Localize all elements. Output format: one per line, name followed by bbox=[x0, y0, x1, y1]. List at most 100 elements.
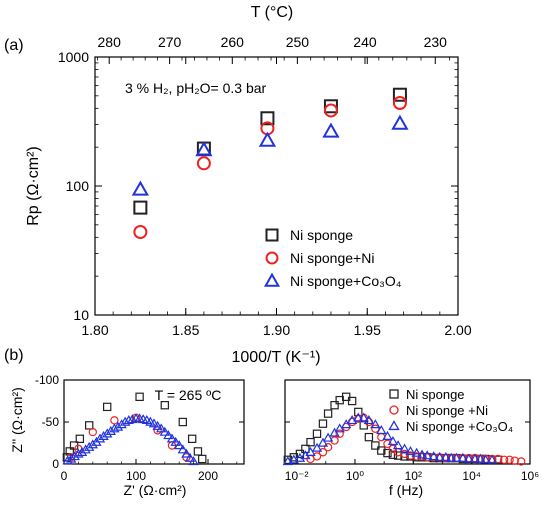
triangle-marker bbox=[152, 420, 163, 430]
triangle-marker bbox=[463, 453, 474, 463]
triangle-marker bbox=[148, 418, 160, 428]
triangle-marker bbox=[392, 440, 404, 450]
square-marker bbox=[364, 432, 374, 442]
temperature-annotation: T = 265 ºC bbox=[155, 387, 222, 403]
x-tick-label: 1.85 bbox=[172, 322, 199, 338]
triangle-marker bbox=[382, 430, 393, 440]
triangle-marker bbox=[94, 433, 106, 443]
square-marker bbox=[75, 434, 85, 444]
square-marker bbox=[400, 452, 409, 461]
square-marker bbox=[377, 446, 386, 455]
y-tick-label: -100 bbox=[35, 373, 59, 387]
triangle-marker bbox=[120, 416, 131, 426]
triangle-marker bbox=[131, 180, 149, 196]
triangle-marker bbox=[127, 414, 138, 424]
triangle-marker bbox=[156, 423, 167, 433]
square-marker bbox=[323, 409, 333, 418]
y-axis-ticks: 10 100 1000 bbox=[58, 49, 458, 323]
square-marker bbox=[65, 447, 74, 456]
triangle-marker bbox=[434, 451, 445, 461]
x-axis-ticks: 1.80 1.85 1.90 1.95 2.00 bbox=[81, 57, 472, 338]
triangle-marker bbox=[159, 426, 170, 436]
square-marker bbox=[389, 389, 399, 399]
legend-label: Ni sponge+Co₃O₄ bbox=[290, 273, 402, 289]
legend-a: Ni sponge Ni sponge+Ni Ni sponge+Co₃O₄ bbox=[263, 227, 402, 289]
y-axis-label-a: Rp (Ω·cm²) bbox=[25, 146, 42, 226]
triangle-marker bbox=[370, 419, 381, 429]
triangle-marker bbox=[428, 451, 439, 461]
triangle-marker bbox=[322, 122, 340, 138]
triangle-marker bbox=[102, 428, 113, 438]
circle-marker bbox=[505, 455, 514, 464]
square-marker bbox=[133, 200, 148, 215]
legend-label: Ni sponge bbox=[406, 387, 465, 402]
square-marker bbox=[318, 419, 328, 428]
x-tick-label: 10⁶ bbox=[521, 469, 539, 483]
y-tick-label: 0 bbox=[52, 457, 59, 471]
triangle-marker bbox=[166, 433, 178, 443]
triangle-marker bbox=[416, 449, 428, 459]
x-axis-label-a: 1000/T (K⁻¹) bbox=[231, 349, 320, 366]
data-series-b-right bbox=[282, 392, 526, 466]
axis-ticks-b-right: 10⁻² 10⁰ 10² 10⁴ 10⁶ bbox=[285, 379, 539, 483]
square-marker bbox=[178, 417, 187, 427]
circle-marker bbox=[510, 456, 519, 465]
square-marker bbox=[371, 441, 380, 450]
triangle-marker bbox=[195, 141, 213, 157]
x-tick-label: 1.90 bbox=[263, 322, 290, 338]
top-axis-label: T (°C) bbox=[251, 4, 294, 21]
circle-marker bbox=[354, 414, 363, 423]
square-marker bbox=[330, 401, 339, 410]
top-tick-label: 240 bbox=[353, 34, 377, 50]
triangle-marker bbox=[282, 456, 294, 466]
circle-marker bbox=[110, 416, 119, 425]
circle-marker bbox=[312, 452, 322, 461]
triangle-marker bbox=[363, 414, 375, 425]
triangle-marker bbox=[376, 425, 387, 435]
square-marker bbox=[160, 401, 169, 410]
square-marker bbox=[347, 396, 357, 406]
square-marker bbox=[187, 434, 197, 444]
triangle-marker bbox=[76, 446, 88, 456]
legend-label: Ni sponge+Ni bbox=[290, 250, 374, 266]
triangle-marker bbox=[288, 454, 299, 464]
square-marker bbox=[383, 448, 392, 458]
triangle-marker bbox=[486, 454, 498, 464]
square-marker bbox=[84, 421, 94, 430]
square-marker bbox=[265, 228, 279, 242]
x-tick-label: 10⁻² bbox=[285, 469, 309, 483]
panel-a: (a) T (°C) 280 270 260 250 240 230 1.80 1.85 1.… bbox=[4, 4, 472, 366]
x-axis-label-b-right: f (Hz) bbox=[389, 482, 423, 498]
x-tick-label: 1.95 bbox=[354, 322, 381, 338]
circle-marker bbox=[88, 427, 98, 437]
triangle-marker bbox=[480, 454, 491, 464]
square-marker bbox=[198, 454, 207, 464]
triangle-marker bbox=[391, 114, 409, 130]
triangle-marker bbox=[181, 448, 192, 458]
x-axis-label-b-left: Z' (Ω·cm²) bbox=[124, 482, 187, 498]
triangle-marker bbox=[87, 439, 98, 449]
triangle-marker bbox=[258, 131, 277, 147]
triangle-marker bbox=[451, 452, 462, 462]
x-tick-label: 100 bbox=[126, 469, 146, 483]
circle-marker bbox=[323, 443, 333, 452]
triangle-marker bbox=[170, 436, 181, 446]
top-tick-label: 230 bbox=[424, 34, 448, 50]
top-axis-ticks: 280 270 260 250 240 230 bbox=[96, 34, 451, 64]
triangle-marker bbox=[66, 453, 77, 463]
triangle-marker bbox=[358, 412, 369, 422]
triangle-marker bbox=[353, 412, 364, 422]
square-marker bbox=[392, 87, 407, 102]
square-marker bbox=[306, 437, 315, 447]
x-tick-label: 1.80 bbox=[81, 322, 108, 338]
triangle-marker bbox=[405, 446, 416, 456]
x-tick-label: 0 bbox=[61, 469, 68, 483]
triangle-marker bbox=[174, 440, 185, 450]
x-tick-label: 2.00 bbox=[444, 322, 471, 338]
x-tick-label: 10⁴ bbox=[462, 469, 481, 483]
x-tick-label: 200 bbox=[198, 469, 218, 483]
square-marker bbox=[193, 447, 203, 456]
triangle-marker bbox=[387, 435, 399, 446]
